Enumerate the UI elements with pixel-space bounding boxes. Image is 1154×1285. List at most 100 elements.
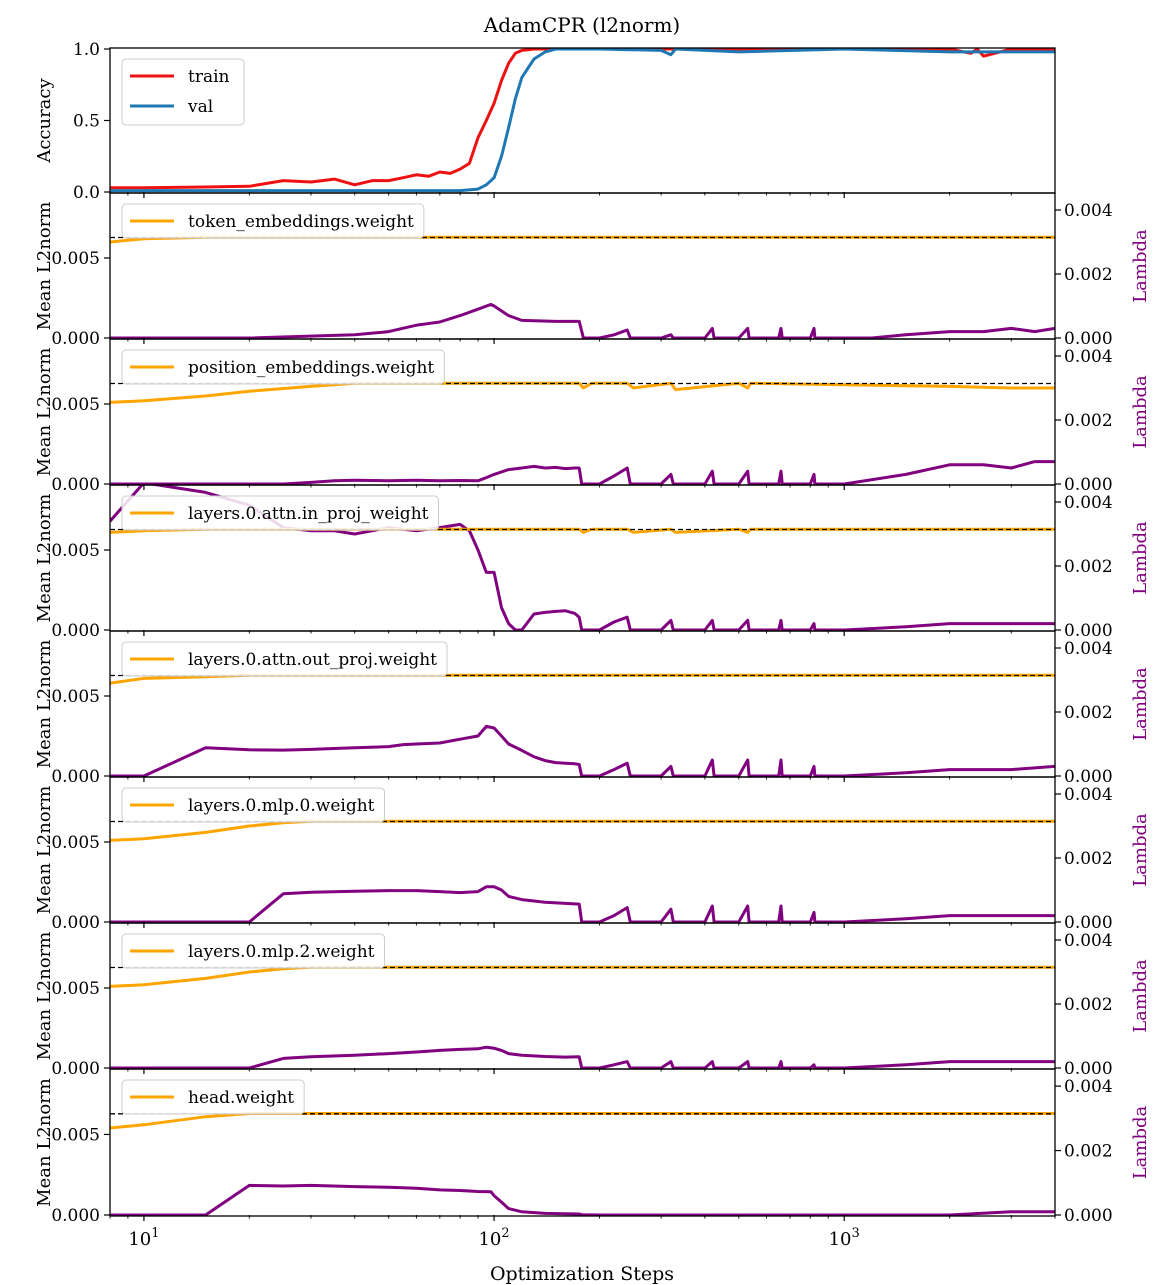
- y-tick-label: 0.5: [73, 112, 100, 132]
- y-tick-label: 0.0: [73, 183, 100, 203]
- y-tick-label: 1.0: [73, 40, 100, 60]
- y-tick-label: 0.005: [51, 1125, 100, 1145]
- y-tick-label: 0.000: [51, 475, 100, 495]
- axes-frame: [109, 1068, 1056, 1217]
- series-line-train: [110, 47, 1055, 190]
- legend-label: val: [187, 97, 213, 117]
- y-tick-label-right: 0.004: [1064, 493, 1113, 513]
- y-tick-label-right: 0.004: [1064, 785, 1113, 805]
- x-axis-label: Optimization Steps: [490, 1263, 674, 1285]
- y-tick-label-right: 0.004: [1064, 1077, 1113, 1097]
- y-tick-label-right: 0.004: [1064, 639, 1113, 659]
- y-tick-label: 0.000: [51, 329, 100, 349]
- y-tick-label-right: 0.000: [1064, 621, 1113, 641]
- y-axis-label-right: Lambda: [1130, 521, 1151, 595]
- y-axis-label-right: Lambda: [1130, 959, 1151, 1033]
- y-tick-label-right: 0.002: [1064, 265, 1113, 285]
- lambda-line: [110, 460, 1055, 486]
- legend: layers.0.mlp.2.weight: [121, 933, 385, 969]
- l2norm-line: [110, 381, 1055, 404]
- y-axis-label: Mean L2norm: [34, 932, 55, 1061]
- y-axis-label-right: Lambda: [1130, 813, 1151, 887]
- plot-area: [110, 1112, 1055, 1217]
- legend-box: [121, 933, 385, 969]
- l2norm-line: [110, 819, 1055, 842]
- panel-7: 0.000 0.005 0.000 0.002 0.004 Lambda Mean L2no…: [34, 922, 1151, 1079]
- y-axis-label-right: Lambda: [1130, 375, 1151, 449]
- legend-box: [121, 787, 385, 823]
- plot-area: [110, 819, 1055, 924]
- y-tick-label-right: 0.004: [1064, 347, 1113, 367]
- legend: train val: [121, 58, 245, 126]
- legend-label: layers.0.attn.out_proj.weight: [188, 650, 437, 670]
- series-line-val: [110, 47, 1055, 193]
- y-axis-label: Mean L2norm: [34, 786, 55, 915]
- y-tick-label: 0.005: [51, 395, 100, 415]
- panel-6: 0.000 0.005 0.000 0.002 0.004 Lambda Mean L2no…: [34, 776, 1151, 933]
- panel-8: 0.000 0.005 0.000 0.002 0.004 Lambda Mean L2no…: [34, 1068, 1151, 1250]
- legend-label: layers.0.mlp.0.weight: [188, 796, 375, 816]
- figure-title: AdamCPR (l2norm): [483, 13, 680, 37]
- y-tick-label-right: 0.002: [1064, 995, 1113, 1015]
- y-tick-label-right: 0.004: [1064, 201, 1113, 221]
- axes-frame: [109, 47, 1056, 194]
- legend-label: head.weight: [188, 1088, 294, 1108]
- legend-label: train: [188, 67, 230, 87]
- x-tick-label: 102: [478, 1226, 509, 1250]
- panel-2: 0.000 0.005 0.000 0.002 0.004 Lambda Mean L2no…: [34, 192, 1151, 349]
- plot-area: [110, 235, 1055, 340]
- y-tick-label-right: 0.002: [1064, 411, 1113, 431]
- plot-area: [110, 965, 1055, 1070]
- legend: head.weight: [121, 1079, 305, 1115]
- legend: position_embeddings.weight: [121, 349, 445, 385]
- y-tick-label-right: 0.000: [1064, 1059, 1113, 1079]
- y-tick-label: 0.005: [51, 979, 100, 999]
- legend-box: [121, 349, 445, 385]
- y-tick-label-right: 0.002: [1064, 849, 1113, 869]
- legend-label: layers.0.attn.in_proj_weight: [188, 504, 429, 524]
- legend-label: layers.0.mlp.2.weight: [188, 942, 375, 962]
- legend: token_embeddings.weight: [121, 203, 425, 239]
- legend-box: [121, 495, 439, 531]
- panel-5: 0.000 0.005 0.000 0.002 0.004 Lambda Mean L2no…: [34, 630, 1151, 787]
- l2norm-line: [110, 965, 1055, 988]
- y-axis-label: Mean L2norm: [34, 494, 55, 623]
- y-axis-label-right: Lambda: [1130, 667, 1151, 741]
- panel-1: 0.0 0.5 1.0 Accuracy train val: [34, 40, 1056, 203]
- y-axis-label: Accuracy: [34, 78, 55, 164]
- y-tick-label-right: 0.002: [1064, 1142, 1113, 1162]
- y-tick-label: 0.005: [51, 249, 100, 269]
- l2norm-line: [110, 1112, 1055, 1130]
- y-tick-label-right: 0.000: [1064, 913, 1113, 933]
- panel-4: 0.000 0.005 0.000 0.002 0.004 Lambda Mean L2no…: [34, 483, 1151, 641]
- y-tick-label: 0.000: [51, 621, 100, 641]
- y-axis-label-right: Lambda: [1130, 1105, 1151, 1179]
- y-tick-label: 0.000: [51, 1206, 100, 1226]
- legend-box: [121, 641, 448, 677]
- plot-area: [110, 673, 1055, 778]
- y-tick-label: 0.005: [51, 541, 100, 561]
- y-tick-label: 0.000: [51, 913, 100, 933]
- lambda-line: [110, 1045, 1055, 1070]
- y-tick-label-right: 0.004: [1064, 931, 1113, 951]
- legend-box: [121, 1079, 305, 1115]
- lambda-line: [110, 724, 1055, 778]
- lambda-line: [110, 1183, 1055, 1217]
- lambda-line: [110, 302, 1055, 340]
- y-axis-label: Mean L2norm: [34, 348, 55, 477]
- panel-3: 0.000 0.005 0.000 0.002 0.004 Lambda Mean L2no…: [34, 338, 1151, 495]
- y-tick-label-right: 0.000: [1064, 767, 1113, 787]
- y-tick-label-right: 0.002: [1064, 703, 1113, 723]
- legend-label: token_embeddings.weight: [188, 212, 414, 232]
- lambda-line: [110, 885, 1055, 924]
- plot-area: [110, 381, 1055, 486]
- y-tick-label: 0.005: [51, 687, 100, 707]
- y-axis-label: Mean L2norm: [34, 202, 55, 331]
- y-axis-label: Mean L2norm: [34, 640, 55, 769]
- plot-area: [110, 47, 1055, 193]
- y-tick-label-right: 0.000: [1064, 329, 1113, 349]
- y-axis-label: Mean L2norm: [34, 1078, 55, 1207]
- legend: layers.0.mlp.0.weight: [121, 787, 385, 823]
- y-tick-label-right: 0.000: [1064, 475, 1113, 495]
